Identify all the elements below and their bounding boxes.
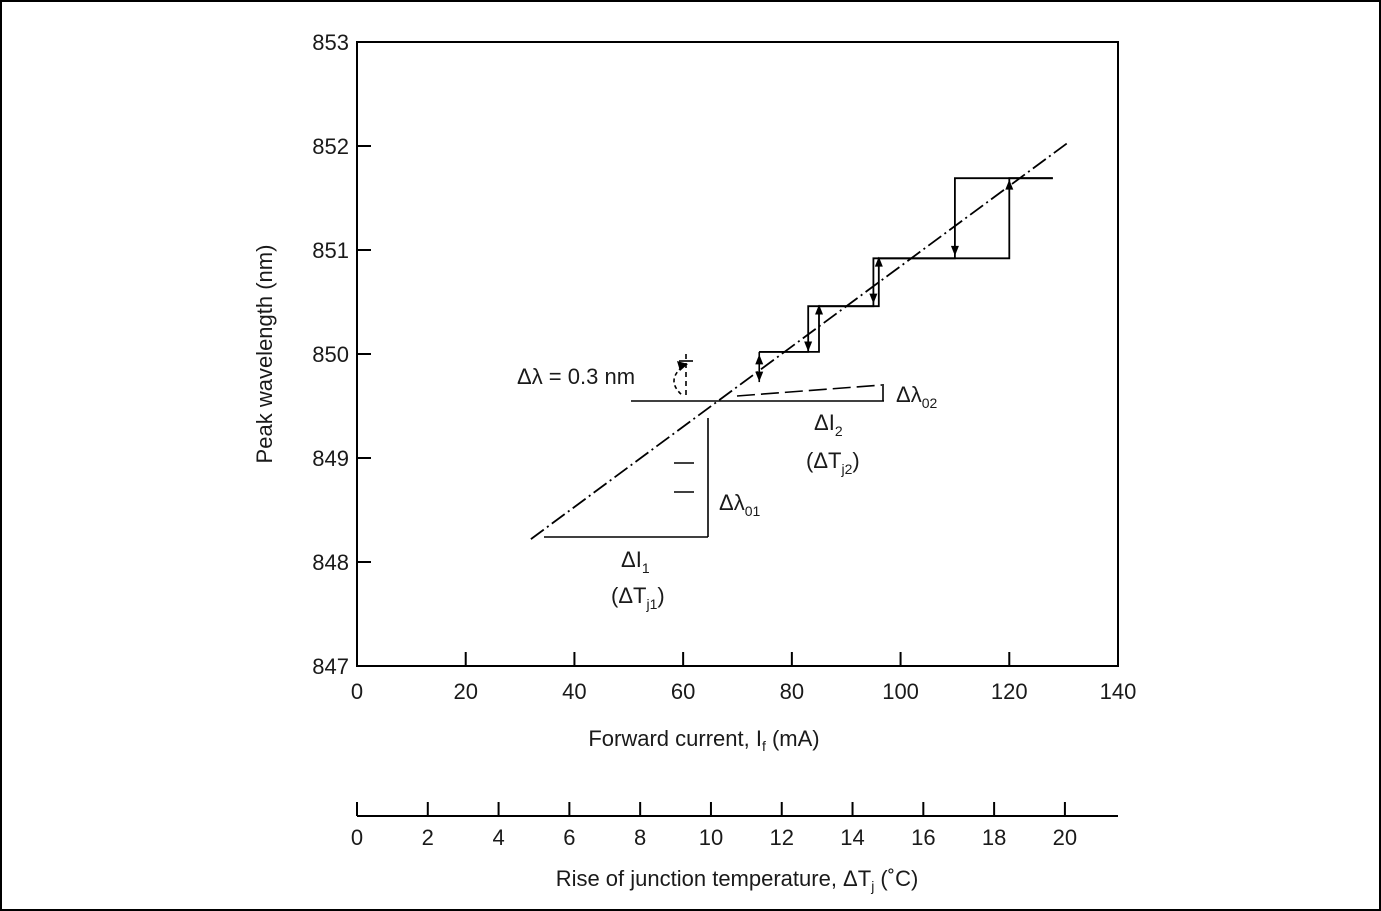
hop-arrowhead [804,341,813,352]
x-tick-label: 140 [1100,679,1137,704]
x-tick-label: 80 [780,679,804,704]
hop-arrowhead [950,245,959,256]
delta-i1-label: ΔI1 [621,547,650,576]
y-tick-label: 850 [312,342,349,367]
temperature-tick-label: 10 [699,825,723,850]
x-tick-label: 120 [991,679,1028,704]
bracket-arrowhead [677,361,688,371]
temperature-tick-label: 8 [634,825,646,850]
y-axis-label: Peak wavelength (nm) [252,245,277,464]
temperature-tick-label: 12 [770,825,794,850]
y-tick-label: 851 [312,238,349,263]
x-tick-label: 60 [671,679,695,704]
delta-lambda-02-dashed-line [736,384,883,397]
temperature-tick-label: 18 [982,825,1006,850]
temperature-tick-label: 6 [563,825,575,850]
y-tick-label: 848 [312,550,349,575]
step-curve-increasing [759,177,1053,353]
hop-arrowhead [755,354,764,365]
temperature-tick-label: 14 [840,825,864,850]
temperature-tick-label: 2 [422,825,434,850]
x-tick-label: 0 [351,679,363,704]
x-tick-label: 20 [453,679,477,704]
temperature-tick-label: 4 [492,825,504,850]
mode-hop-arrows [755,179,1014,383]
delta-lambda-label: Δλ = 0.3 nm [517,364,635,389]
hop-arrowhead [869,293,878,304]
temperature-axis-label: Rise of junction temperature, ΔTj (˚C) [556,866,919,894]
hop-arrowhead [874,256,883,267]
temperature-tick-label: 0 [351,825,363,850]
x-axis-label: Forward current, If (mA) [588,726,819,754]
temperature-tick-label: 20 [1053,825,1077,850]
x-tick-label: 100 [882,679,919,704]
y-tick-label: 852 [312,134,349,159]
hop-arrowhead [1005,179,1014,190]
delta-lambda-02-label: Δλ02 [896,382,937,411]
y-tick-label: 847 [312,654,349,679]
y-tick-label: 853 [312,30,349,55]
hop-arrowhead [755,371,764,382]
y-tick-label: 849 [312,446,349,471]
temperature-axis-ticks: 0 2 4 6 8 10 12 14 16 18 20 [351,802,1077,850]
delta-tj1-label: (ΔTj1) [611,583,665,612]
y-axis-ticks: 847 848 849 850 851 852 853 [312,30,371,679]
x-tick-label: 40 [562,679,586,704]
temperature-tick-label: 16 [911,825,935,850]
x-axis-ticks: 0 20 40 60 80 100 120 140 [351,652,1136,704]
linear-fit-line [530,141,1070,540]
hop-arrowhead [815,304,824,315]
bracket-curved-arrow [673,366,683,396]
plot-area-frame [356,41,1119,667]
delta-i2-label: ΔI2 [814,410,843,439]
delta-tj2-label: (ΔTj2) [806,448,860,477]
delta-lambda-01-label: Δλ01 [719,490,760,519]
